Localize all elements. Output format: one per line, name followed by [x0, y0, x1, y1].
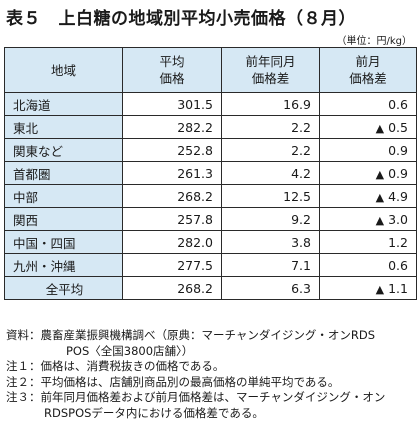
mom-diff-cell: ▲ 0.9	[319, 161, 417, 185]
decrease-triangle-icon: ▲	[375, 190, 385, 204]
page-title: 表５ 上白糖の地域別平均小売価格（８月）	[6, 9, 356, 29]
note-3-cont: RDSPOSデータ内における価格差である。	[44, 405, 264, 420]
region-cell: 東北	[4, 115, 123, 139]
avg-price-cell: 261.3	[122, 161, 222, 185]
mom-diff-cell: ▲ 3.0	[319, 207, 417, 231]
source-note-cont: POS〈全国3800店舗〉）	[66, 343, 194, 358]
table-row: 首都圏 261.3 4.2 ▲ 0.9	[4, 161, 417, 185]
yoy-diff-cell: 6.3	[221, 276, 320, 300]
region-cell: 関西	[4, 207, 123, 231]
avg-price-cell: 252.8	[122, 138, 222, 162]
region-cell: 首都圏	[4, 161, 123, 185]
mom-diff-cell: 1.2	[319, 230, 417, 254]
table-row: 北海道 301.5 16.9 0.6	[4, 92, 417, 116]
avg-price-cell: 301.5	[122, 92, 222, 116]
note-3: 注３： 前年同月価格差および前月価格差は、マーチャンダイジング・オン	[6, 390, 386, 404]
yoy-diff-cell: 3.8	[221, 230, 320, 254]
region-cell: 中国・四国	[4, 230, 123, 254]
decrease-triangle-icon: ▲	[375, 282, 385, 296]
yoy-diff-cell: 9.2	[221, 207, 320, 231]
mom-diff-cell: 0.9	[319, 138, 417, 162]
note-1: 注１： 価格は、消費税抜きの価格である。	[6, 359, 225, 373]
header-avg-price: 平均 価格	[122, 47, 222, 93]
mom-diff-cell: ▲ 0.5	[319, 115, 417, 139]
source-note: 資料： 農畜産業振興機構調べ（原典：マーチャンダイジング・オンRDS	[6, 328, 376, 342]
yoy-diff-cell: 12.5	[221, 184, 320, 208]
avg-price-cell: 277.5	[122, 253, 222, 277]
region-cell: 北海道	[4, 92, 123, 116]
price-table: 地域 平均 価格 前年同月 価格差 前月 価格差 北海道 301.5 16.9 0.6 東北 2…	[4, 47, 417, 300]
yoy-diff-cell: 16.9	[221, 92, 320, 116]
table-row: 関東など 252.8 2.2 0.9	[4, 138, 417, 162]
avg-price-cell: 268.2	[122, 276, 222, 300]
decrease-triangle-icon: ▲	[375, 121, 385, 135]
table-row: 中部 268.2 12.5 ▲ 4.9	[4, 184, 417, 208]
total-row: 全平均 268.2 6.3 ▲ 1.1	[4, 276, 417, 300]
mom-diff-cell: ▲ 4.9	[319, 184, 417, 208]
region-cell: 九州・沖縄	[4, 253, 123, 277]
header-yoy-diff: 前年同月 価格差	[221, 47, 320, 93]
mom-diff-cell: ▲ 1.1	[319, 276, 417, 300]
note-2: 注２： 平均価格は、店舗別商品別の最高価格の単純平均である。	[6, 374, 340, 389]
table-row: 関西 257.8 9.2 ▲ 3.0	[4, 207, 417, 231]
avg-price-cell: 282.0	[122, 230, 222, 254]
yoy-diff-cell: 2.2	[221, 115, 320, 139]
avg-price-cell: 268.2	[122, 184, 222, 208]
unit-label: （単位：円/kg）	[336, 36, 412, 47]
header-row: 地域 平均 価格 前年同月 価格差 前月 価格差	[4, 47, 417, 93]
table-row: 中国・四国 282.0 3.8 1.2	[4, 230, 417, 254]
mom-diff-cell: 0.6	[319, 253, 417, 277]
yoy-diff-cell: 4.2	[221, 161, 320, 185]
mom-diff-cell: 0.6	[319, 92, 417, 116]
decrease-triangle-icon: ▲	[375, 167, 385, 181]
table-row: 九州・沖縄 277.5 7.1 0.6	[4, 253, 417, 277]
region-cell: 中部	[4, 184, 123, 208]
table-row: 東北 282.2 2.2 ▲ 0.5	[4, 115, 417, 139]
header-mom-diff: 前月 価格差	[319, 47, 417, 93]
avg-price-cell: 282.2	[122, 115, 222, 139]
decrease-triangle-icon: ▲	[375, 213, 385, 227]
yoy-diff-cell: 2.2	[221, 138, 320, 162]
region-cell: 関東など	[4, 138, 123, 162]
yoy-diff-cell: 7.1	[221, 253, 320, 277]
avg-price-cell: 257.8	[122, 207, 222, 231]
header-region: 地域	[4, 47, 123, 93]
notes: 資料： 農畜産業振興機構調べ（原典：マーチャンダイジング・オンRDS POS〈全国…	[6, 328, 416, 421]
region-cell: 全平均	[4, 276, 123, 300]
